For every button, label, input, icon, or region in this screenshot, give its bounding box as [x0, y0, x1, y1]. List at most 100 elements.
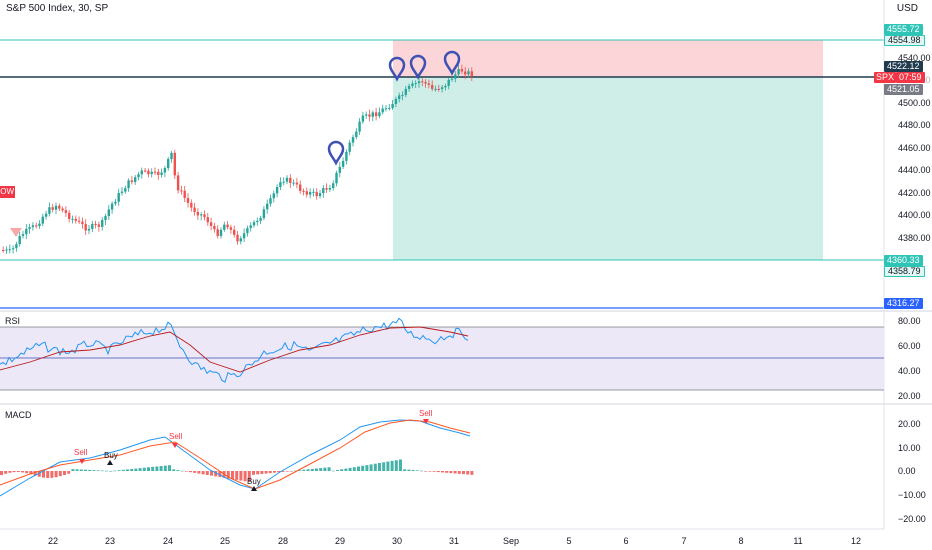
- macd-bar: [189, 471, 192, 473]
- candle-body: [378, 112, 381, 117]
- tag-upper-level-2: 4554.98: [884, 35, 925, 46]
- macd-bar: [348, 467, 352, 471]
- candle-body: [417, 81, 421, 84]
- candle-body: [117, 192, 120, 202]
- candle-body: [325, 188, 328, 190]
- macd-bar: [84, 469, 87, 471]
- pin-marker-icon[interactable]: [327, 140, 345, 166]
- candle-body: [345, 151, 348, 161]
- candle-body: [246, 228, 249, 234]
- macd-bar: [201, 471, 205, 475]
- candle-body: [21, 234, 25, 236]
- macd-bar: [100, 470, 104, 472]
- candle-body: [54, 205, 58, 210]
- rsi-tick: 80.00: [898, 316, 921, 326]
- pin-markers: [10, 50, 461, 237]
- pin-marker-icon[interactable]: [443, 50, 461, 76]
- candle-body: [147, 170, 150, 175]
- candle-body: [233, 229, 236, 235]
- candle-body: [355, 131, 358, 138]
- macd-bar: [88, 469, 92, 471]
- candle-body: [153, 171, 157, 173]
- macd-bar: [247, 471, 251, 482]
- candles-series: [2, 64, 473, 254]
- macd-bar: [168, 465, 171, 471]
- candle-body: [81, 221, 84, 225]
- pin-marker-icon[interactable]: [388, 56, 406, 82]
- candle-body: [176, 175, 180, 191]
- candle-body: [190, 202, 193, 208]
- macd-bar: [163, 465, 167, 471]
- macd-tick: 20.00: [898, 419, 921, 429]
- candle-body: [440, 87, 444, 90]
- macd-bar: [285, 471, 289, 472]
- time-tick: 5: [566, 536, 572, 546]
- candle-body: [374, 112, 378, 117]
- time-tick: 7: [681, 536, 687, 546]
- candle-body: [414, 83, 417, 85]
- macd-bar: [252, 471, 255, 475]
- signal-label: Buy: [104, 451, 118, 460]
- candle-body: [167, 159, 170, 169]
- currency-label[interactable]: USD: [896, 3, 918, 14]
- pin-marker-icon[interactable]: [409, 54, 427, 80]
- candle-body: [407, 85, 411, 89]
- candle-body: [338, 166, 341, 173]
- macd-bar: [331, 470, 335, 472]
- rsi-tick: 60.00: [898, 341, 921, 351]
- candle-body: [249, 225, 252, 229]
- candle-body: [150, 171, 153, 175]
- candle-body: [140, 170, 143, 175]
- candle-body: [18, 235, 21, 245]
- macd-bar: [63, 471, 66, 475]
- time-tick: 11: [793, 536, 803, 546]
- macd-bar: [218, 471, 222, 478]
- symbol-title[interactable]: S&P 500 Index, 30, SP: [6, 3, 109, 14]
- macd-bar: [432, 471, 436, 472]
- macd-bar: [415, 470, 419, 471]
- price-tick: 4400.00: [898, 210, 931, 220]
- tag-countdown: 07:59: [896, 72, 925, 83]
- time-tick: 31: [448, 536, 460, 546]
- rsi-tick: 40.00: [898, 366, 921, 376]
- buy-arrow-icon: [251, 486, 257, 491]
- rsi-title[interactable]: RSI: [5, 316, 21, 326]
- candle-body: [206, 217, 209, 223]
- candle-body: [398, 95, 401, 99]
- buy-arrow-icon: [107, 460, 113, 465]
- candle-body: [454, 74, 457, 79]
- macd-title[interactable]: MACD: [5, 410, 32, 420]
- candle-body: [110, 203, 114, 210]
- time-tick: 28: [277, 536, 289, 546]
- candle-body: [114, 201, 117, 204]
- candle-body: [424, 81, 427, 84]
- candle-body: [266, 203, 269, 210]
- candle-body: [51, 207, 54, 210]
- macd-bar: [390, 460, 394, 471]
- macd-line: [0, 419, 471, 497]
- signal-label: Buy: [247, 477, 261, 486]
- candle-body: [467, 71, 470, 75]
- left-badge: OW: [0, 186, 15, 198]
- time-tick: 24: [162, 536, 174, 546]
- macd-bar: [126, 469, 129, 471]
- candle-body: [256, 220, 259, 223]
- candle-body: [285, 177, 289, 182]
- candle-body: [223, 224, 226, 230]
- macd-bar: [310, 468, 314, 471]
- macd-bar: [193, 471, 197, 473]
- macd-bar: [445, 471, 449, 473]
- macd-bar: [441, 471, 444, 473]
- macd-bar: [424, 471, 428, 472]
- candle-body: [120, 191, 124, 193]
- signal-buy-1: Buy: [104, 451, 118, 465]
- time-tick: Sep: [502, 536, 520, 546]
- candle-body: [411, 83, 414, 86]
- candle-body: [312, 191, 315, 193]
- time-tick: 25: [219, 536, 231, 546]
- candle-body: [41, 216, 44, 224]
- signal-sell-2: Sell: [169, 432, 183, 448]
- candle-body: [94, 223, 97, 225]
- candle-body: [25, 228, 28, 235]
